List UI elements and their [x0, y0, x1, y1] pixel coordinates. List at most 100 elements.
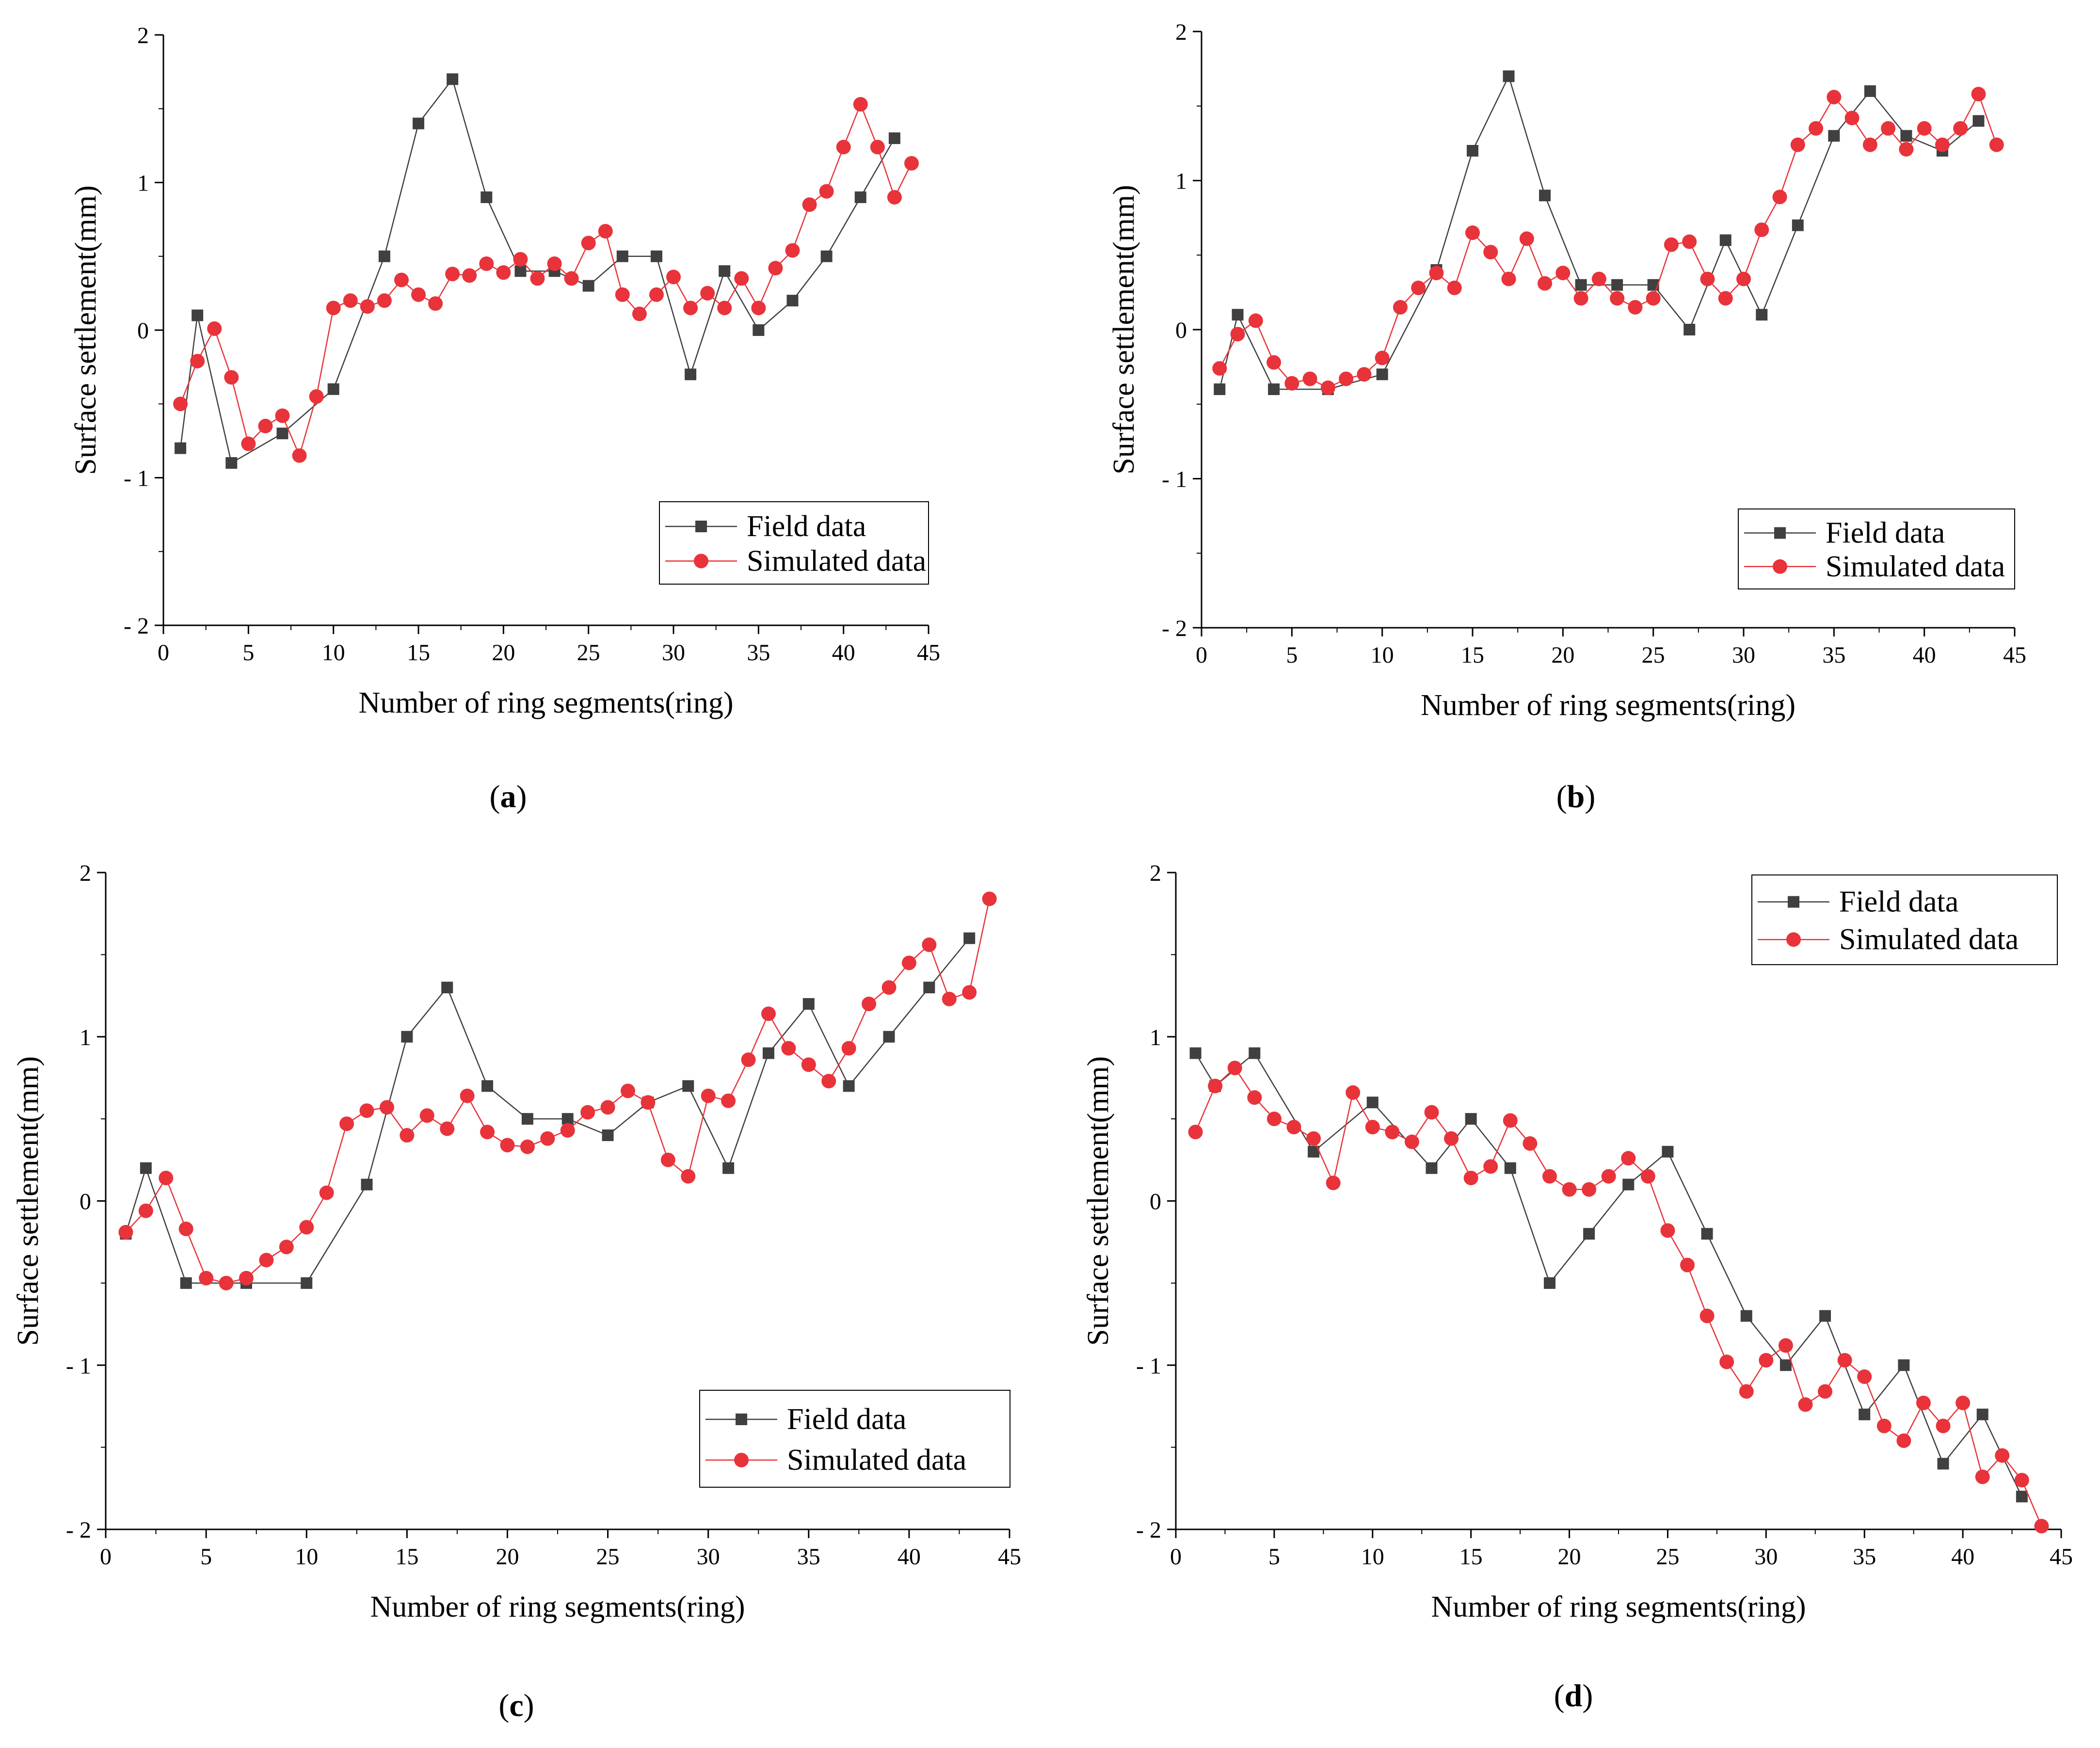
x-tick-label: 30	[662, 640, 685, 666]
field-data-point	[413, 117, 424, 129]
field-data-point	[361, 1178, 373, 1191]
simulated-data-point	[1302, 371, 1317, 386]
simulated-data-point	[785, 243, 800, 258]
field-data-point	[1859, 1408, 1871, 1420]
simulated-data-point	[620, 1083, 635, 1098]
y-tick-label: 1	[80, 1025, 91, 1050]
panel-label: (a)	[490, 779, 527, 814]
field-data-point	[722, 1162, 735, 1174]
simulated-data-point	[1718, 291, 1733, 306]
field-data-point	[883, 1031, 895, 1043]
simulated-data-point	[178, 1222, 193, 1237]
x-tick-label: 10	[295, 1544, 318, 1570]
simulated-data-point	[1628, 300, 1643, 315]
simulated-data-point	[1385, 1125, 1400, 1140]
field-data-point	[616, 250, 628, 262]
field-data-point	[1898, 1359, 1910, 1371]
simulated-data-point	[821, 1074, 836, 1089]
field-data-point	[1972, 115, 1985, 127]
field-data-point	[514, 265, 527, 277]
x-tick-label: 20	[492, 640, 515, 666]
simulated-data-point	[1523, 1136, 1538, 1151]
field-data-point	[1376, 368, 1388, 381]
simulated-data-point	[1818, 1384, 1833, 1399]
simulated-data-point	[419, 1108, 434, 1123]
simulated-data-point	[258, 418, 273, 433]
simulated-data-point	[520, 1139, 535, 1154]
field-data-point	[1622, 1178, 1635, 1191]
simulated-data-point	[1501, 271, 1516, 286]
legend-circle-marker	[1786, 932, 1801, 947]
field-data-line	[179, 78, 895, 464]
x-tick-label: 30	[1754, 1544, 1778, 1570]
field-data-point	[1543, 1277, 1555, 1289]
simulated-data-point	[781, 1041, 796, 1056]
x-tick-label: 20	[1558, 1544, 1581, 1570]
legend-label: Simulated data	[747, 544, 926, 577]
simulated-data-point	[1591, 271, 1606, 286]
x-tick-label: 35	[1822, 642, 1845, 668]
simulated-data-point	[717, 301, 732, 316]
simulated-data-point	[1935, 137, 1950, 152]
simulated-data-point	[411, 287, 426, 302]
field-data-point	[602, 1129, 614, 1141]
simulated-data-point	[734, 271, 749, 286]
simulated-data-point	[199, 1271, 214, 1286]
x-tick-label: 15	[407, 640, 430, 666]
simulated-data-point	[1682, 234, 1697, 249]
simulated-data-point	[219, 1275, 234, 1290]
field-data-point	[1232, 309, 1244, 321]
panel-label: (d)	[1554, 1678, 1593, 1714]
x-tick-label: 0	[100, 1544, 112, 1570]
field-data-point	[441, 982, 453, 994]
simulated-data-point	[513, 252, 528, 267]
simulated-data-point	[239, 1271, 254, 1286]
simulated-data-point	[547, 256, 562, 271]
legend-square-marker	[695, 521, 707, 532]
field-data-point	[1249, 1047, 1261, 1059]
simulated-data-point	[580, 1105, 595, 1120]
simulated-data-point	[1208, 1079, 1223, 1094]
field-data-point	[175, 442, 187, 454]
field-data-point	[923, 982, 935, 994]
simulated-data-point	[496, 265, 511, 280]
simulated-data-point	[615, 287, 630, 302]
simulated-data-point	[1555, 266, 1571, 281]
simulated-data-point	[819, 184, 834, 199]
simulated-data-point	[802, 197, 817, 212]
simulated-data-point	[1286, 1120, 1301, 1135]
field-data-point	[1701, 1228, 1713, 1240]
field-data-point	[582, 280, 594, 292]
field-data-point	[1268, 383, 1280, 395]
simulated-data-point	[224, 370, 239, 385]
field-data-point	[1426, 1162, 1438, 1174]
x-tick-label: 5	[1286, 642, 1298, 668]
y-tick-label: 1	[137, 171, 149, 196]
simulated-data-point	[660, 1152, 675, 1167]
field-data-line	[125, 938, 970, 1284]
x-tick-label: 35	[1853, 1544, 1876, 1570]
simulated-data-point	[118, 1224, 133, 1239]
x-tick-label: 30	[1732, 642, 1755, 668]
simulated-data-point	[1646, 291, 1661, 306]
simulated-data-point	[581, 236, 596, 251]
field-data-point	[180, 1277, 192, 1289]
y-tick-label: 0	[80, 1189, 91, 1215]
simulated-data-point	[1640, 1169, 1655, 1184]
legend-square-marker	[1788, 896, 1799, 908]
x-tick-label: 40	[1951, 1544, 1974, 1570]
simulated-data-point	[1465, 225, 1480, 240]
field-data-point	[225, 457, 238, 469]
simulated-data-point	[159, 1171, 174, 1186]
x-tick-label: 10	[1361, 1544, 1384, 1570]
simulated-data-point	[1212, 361, 1227, 376]
legend-box	[699, 1390, 1010, 1488]
field-data-point	[685, 368, 697, 381]
simulated-data-point	[540, 1131, 555, 1146]
field-data-point	[786, 295, 799, 307]
field-data-point	[1504, 1162, 1516, 1174]
simulated-data-point	[1621, 1151, 1636, 1166]
